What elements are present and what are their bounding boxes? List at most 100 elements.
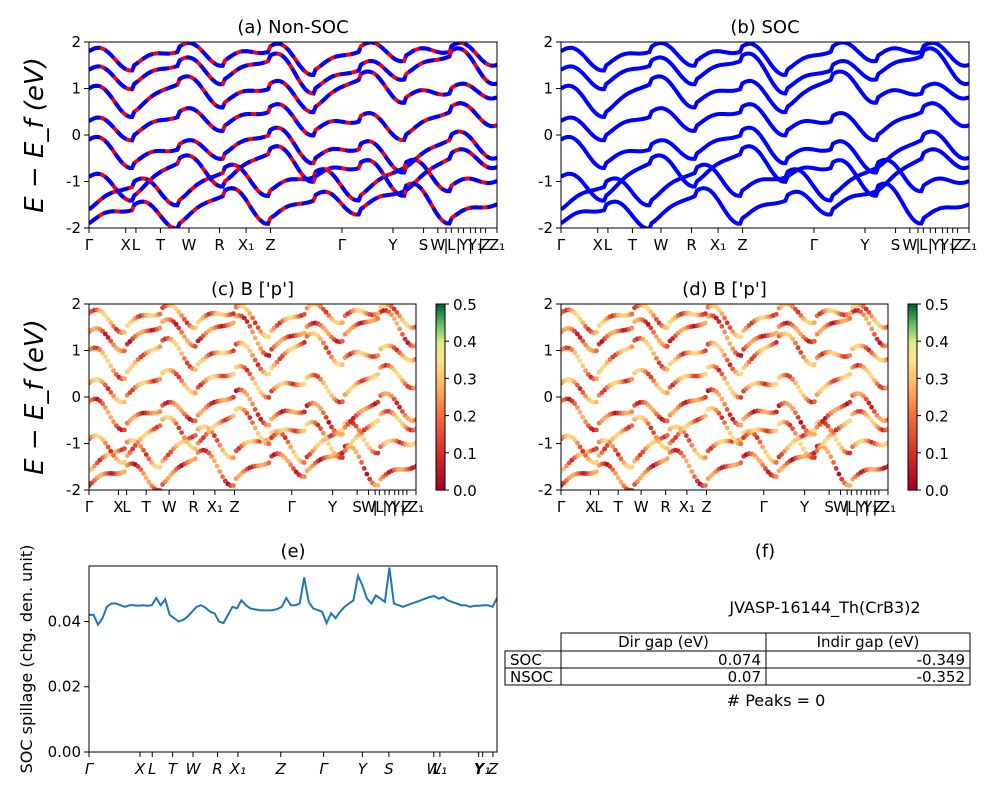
projection-point xyxy=(173,322,179,327)
material-label: JVASP-16144_Th(CrB3)2 xyxy=(728,598,920,618)
projection-point xyxy=(102,354,108,359)
projection-point xyxy=(765,453,771,459)
panel-a-ytick-label: 0 xyxy=(71,126,81,144)
projection-point xyxy=(872,378,877,383)
panel-b-xtick-label: W xyxy=(902,236,917,254)
panel-d-xtick-label: X xyxy=(585,498,595,516)
projection-point xyxy=(301,381,307,387)
projection-point xyxy=(231,371,236,377)
panel-a-xtick-label: T xyxy=(155,236,166,254)
projection-point xyxy=(124,453,130,459)
projection-point xyxy=(602,446,607,452)
gap-table: Dir gap (eV) Indir gap (eV) SOC 0.074 -0.349… xyxy=(504,632,971,686)
colorbar-segment xyxy=(436,304,445,308)
panel-a-xtick-label: W xyxy=(430,236,445,254)
panel-c-ytick-label: 0 xyxy=(71,388,81,406)
table-cell: -0.352 xyxy=(917,668,965,686)
projection-point xyxy=(201,435,206,440)
panel-c-xtick-label: Y xyxy=(384,498,395,516)
projection-point xyxy=(212,458,217,464)
projection-point xyxy=(182,334,187,339)
colorbar-segment xyxy=(908,335,917,339)
projection-point xyxy=(212,433,217,439)
panel-b-xtick-label: X₁ xyxy=(710,236,726,254)
panel-d-ytick-label: 0 xyxy=(543,388,553,406)
colorbar-tick-label: 0.3 xyxy=(453,370,477,388)
projection-point xyxy=(176,374,182,380)
colorbar-segment xyxy=(908,434,917,438)
projection-point xyxy=(173,306,179,312)
panel-c-ytick-label: 1 xyxy=(71,342,81,360)
projection-point xyxy=(329,354,334,360)
projection-point xyxy=(885,463,888,469)
colorbar-segment xyxy=(908,452,917,457)
panel-a-xtick-label: R xyxy=(214,236,224,254)
projection-point xyxy=(176,325,182,331)
panel-a-ytick-label: 2 xyxy=(71,33,81,51)
panel-d-xtick-label: | xyxy=(872,498,877,516)
projection-point xyxy=(561,466,567,472)
projection-point xyxy=(599,450,605,455)
projection-point xyxy=(645,342,651,347)
projection-point xyxy=(394,321,400,326)
projection-point xyxy=(675,431,681,437)
projection-point xyxy=(847,316,853,321)
table-header: Indir gap (eV) xyxy=(817,633,920,651)
projection-point xyxy=(192,390,198,396)
projection-point xyxy=(323,384,329,390)
projection-point xyxy=(670,438,676,443)
colorbar-segment xyxy=(436,434,445,438)
panel-b-xtick-label: Y xyxy=(859,236,870,254)
panel-b-xtick-label: Γ xyxy=(810,236,819,254)
projection-point xyxy=(361,466,367,471)
projection-point xyxy=(577,316,583,322)
projection-point xyxy=(724,357,730,363)
projection-point xyxy=(255,385,261,391)
projection-point xyxy=(108,414,114,420)
colorbar-segment xyxy=(908,403,917,407)
panel-d-ytick-label: -1 xyxy=(538,435,553,453)
colorbar-segment xyxy=(908,428,917,432)
projection-point xyxy=(258,416,264,422)
colorbar-segment xyxy=(908,449,917,454)
panel-d-xtick-label: Z₁ xyxy=(880,498,896,516)
panel-a-ytick-label: 1 xyxy=(71,80,81,98)
projection-point xyxy=(798,350,804,355)
projection-point xyxy=(716,392,722,398)
panel-e-xtick-label: Z xyxy=(275,760,287,778)
panel-e-xtick-label: S xyxy=(384,760,394,778)
projection-point xyxy=(179,313,185,318)
projection-point xyxy=(812,455,817,460)
panel-b-ytick-label: -1 xyxy=(538,173,553,191)
projection-point xyxy=(820,441,825,447)
projection-point xyxy=(122,348,127,354)
panel-a-xtick-label: Y xyxy=(458,236,469,254)
colorbar-segment xyxy=(908,350,917,355)
colorbar-segment xyxy=(908,319,917,324)
projection-point xyxy=(173,371,179,377)
panel-e-frame xyxy=(88,565,498,753)
projection-point xyxy=(773,428,779,433)
band-line xyxy=(561,69,969,119)
projection-point xyxy=(244,307,250,313)
projection-point xyxy=(291,449,296,455)
panel-a-xtick-label: | xyxy=(478,236,483,254)
band-line-overlay xyxy=(89,42,497,77)
projection-point xyxy=(274,359,280,365)
colorbar-segment xyxy=(436,313,445,317)
projection-point xyxy=(157,325,163,331)
panel-b-xtick-label: Z₁ xyxy=(961,236,977,254)
projection-point xyxy=(111,323,116,329)
projection-point xyxy=(301,460,307,465)
projection-point xyxy=(738,353,744,358)
panel-c-xtick-label: Z xyxy=(402,498,412,516)
projection-point xyxy=(722,401,727,407)
projection-point xyxy=(168,449,174,455)
panel-b-xtick-label: X xyxy=(593,236,603,254)
projection-point xyxy=(176,309,182,315)
projection-point xyxy=(703,483,708,488)
projection-point xyxy=(171,417,176,423)
projection-point xyxy=(214,438,220,443)
projection-point xyxy=(100,437,105,442)
